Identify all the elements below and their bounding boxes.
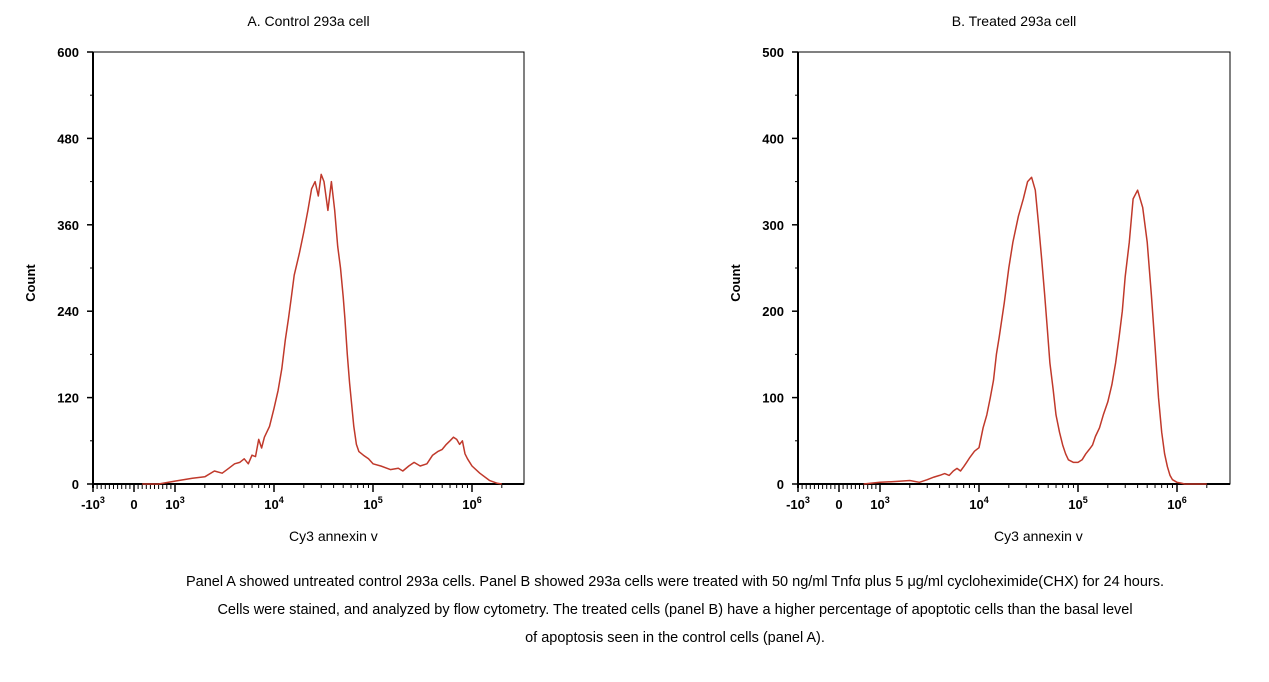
x-tick-label: 106 xyxy=(1167,495,1186,512)
panel-b: B. Treated 293a cell 0 100 200 300 400 500 -103… xyxy=(728,13,1231,544)
x-tick-label: 104 xyxy=(264,495,283,512)
y-tick-label: 360 xyxy=(57,218,79,233)
y-axis-label: Count xyxy=(728,264,743,302)
x-tick-label: -103 xyxy=(81,495,105,512)
y-tick-label: 100 xyxy=(762,391,784,406)
histogram-line xyxy=(142,173,502,485)
y-tick-label: 600 xyxy=(57,45,79,60)
y-tick-label: 0 xyxy=(72,477,79,492)
chart-title: B. Treated 293a cell xyxy=(952,13,1077,29)
panel-a: A. Control 293a cell 0 120 240 360 480 600 -103… xyxy=(23,13,525,544)
x-tick-label: 104 xyxy=(969,495,988,512)
x-tick-label: -103 xyxy=(786,495,810,512)
x-tick-label: 0 xyxy=(835,497,842,512)
y-tick-label: 500 xyxy=(762,45,784,60)
y-tick-label: 300 xyxy=(762,218,784,233)
x-tick-label: 103 xyxy=(165,495,184,512)
y-tick-label: 400 xyxy=(762,131,784,146)
x-tick-label: 106 xyxy=(462,495,481,512)
x-tick-label: 105 xyxy=(1068,495,1087,512)
y-tick-label: 480 xyxy=(57,131,79,146)
caption-line-2: Cells were stained, and analyzed by flow… xyxy=(217,602,1133,618)
caption-line-3: of apoptosis seen in the control cells (… xyxy=(525,630,825,646)
y-tick-label: 0 xyxy=(777,477,784,492)
caption-line-1: Panel A showed untreated control 293a ce… xyxy=(185,574,1164,590)
y-tick-label: 120 xyxy=(57,391,79,406)
x-tick-label: 105 xyxy=(363,495,382,512)
x-axis-label: Cy3 annexin v xyxy=(994,528,1083,544)
plot-frame xyxy=(797,51,1231,485)
chart-title: A. Control 293a cell xyxy=(247,13,369,29)
figure: A. Control 293a cell 0 120 240 360 480 600 -103… xyxy=(23,13,1231,544)
plot-frame xyxy=(92,51,525,485)
figure-caption: Panel A showed untreated control 293a ce… xyxy=(60,568,1269,652)
histogram-line xyxy=(863,176,1207,485)
x-tick-label: 103 xyxy=(870,495,889,512)
x-axis-label: Cy3 annexin v xyxy=(289,528,378,544)
y-axis-label: Count xyxy=(23,264,38,302)
y-tick-label: 200 xyxy=(762,304,784,319)
y-tick-label: 240 xyxy=(57,304,79,319)
x-tick-label: 0 xyxy=(130,497,137,512)
